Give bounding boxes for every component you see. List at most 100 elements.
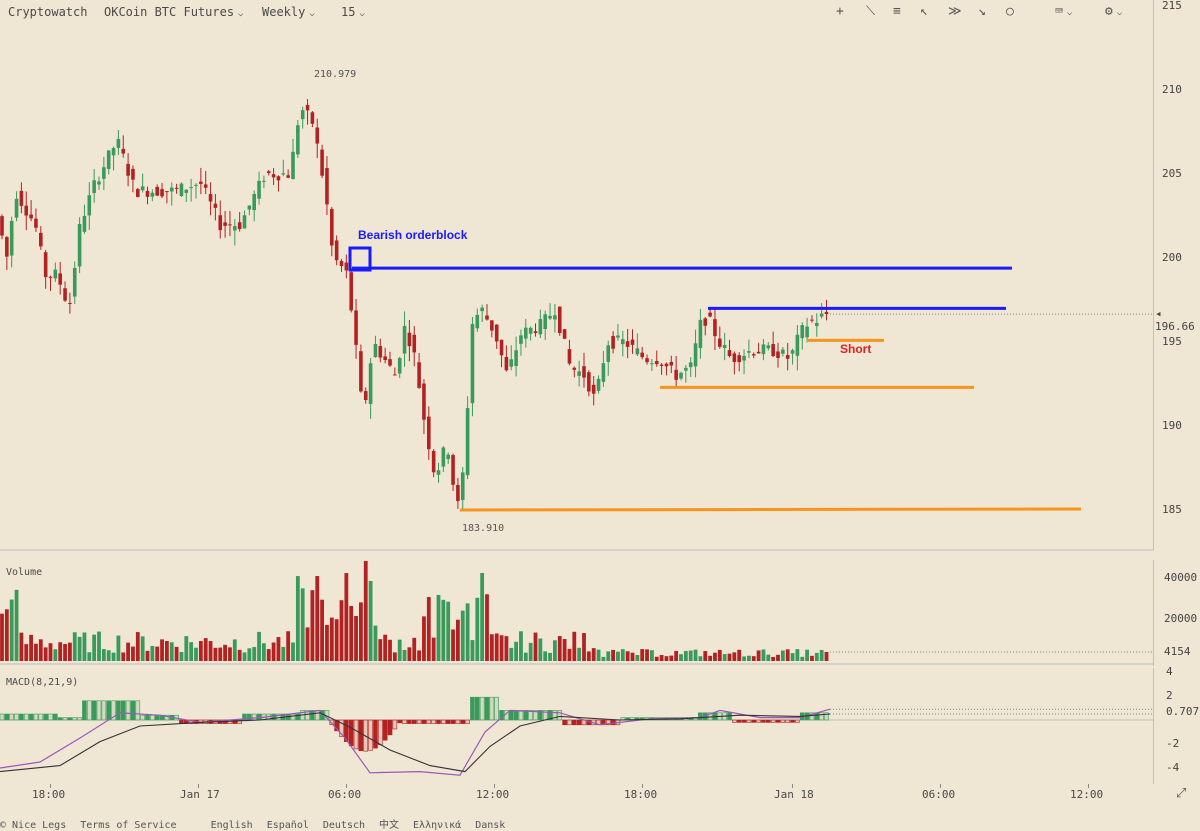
macd-histogram-bar (57, 717, 63, 721)
candle-body (354, 310, 358, 345)
horizontal-lines-tool-icon[interactable]: ≡ (893, 4, 901, 19)
candle-body (504, 356, 509, 371)
candle-body (9, 220, 14, 256)
volume-bar (509, 647, 514, 661)
candle-body (567, 349, 572, 364)
macd-histogram-bar (421, 719, 427, 724)
macd-histogram-bar (334, 719, 339, 732)
candle-body (538, 319, 543, 335)
time-axis-tick: 12:00 (1070, 788, 1104, 801)
macd-histogram-bar (756, 719, 761, 723)
candle-body (339, 260, 344, 266)
volume-bar (383, 634, 388, 661)
price-chart[interactable] (0, 0, 1154, 560)
footer-link[interactable]: © Nice Legs (0, 820, 67, 831)
macd-chart[interactable] (0, 668, 1154, 784)
candle-body (625, 341, 630, 347)
high-price-label: 210.979 (314, 69, 357, 80)
volume-bar (14, 589, 19, 661)
volume-bar (198, 641, 203, 661)
volume-bar (4, 609, 9, 661)
volume-chart[interactable] (0, 560, 1154, 666)
candle-body (543, 314, 547, 330)
candle-body (708, 312, 712, 317)
macd-histogram-bar (460, 719, 466, 724)
volume-bar (208, 641, 213, 661)
time-axis-tick: Jan 18 (774, 788, 814, 801)
macd-histogram-bar (736, 719, 742, 723)
volume-bar (747, 655, 751, 661)
fib-fan-tool-icon[interactable]: ↖ (920, 4, 928, 19)
candle-body (106, 150, 111, 169)
macd-histogram-bar (145, 714, 150, 721)
volume-bar (19, 632, 24, 661)
footer-link[interactable]: Ελληνικά (413, 820, 462, 831)
market-selector[interactable]: OKCoin BTC Futures ⌵ (104, 5, 243, 19)
footer-link[interactable]: English (210, 820, 253, 831)
volume-bar (582, 633, 586, 661)
line-tool-icon[interactable]: ⟍ (866, 4, 876, 19)
macd-histogram-bar (111, 700, 116, 721)
macd-histogram-bar (305, 710, 310, 721)
footer-link[interactable]: Terms of Service (80, 820, 177, 831)
volume-bar (407, 647, 412, 661)
arrow-tool-icon[interactable]: ↘ (978, 4, 986, 19)
candle-body (427, 416, 431, 450)
volume-bar (596, 649, 601, 661)
period-selector[interactable]: Weekly ⌵ (262, 5, 315, 19)
volume-bar (29, 634, 33, 661)
candle-body (703, 318, 708, 326)
circle-tool-icon[interactable]: ○ (1006, 4, 1014, 19)
volume-bar (223, 644, 227, 661)
candle-body (179, 183, 184, 196)
candle-body (5, 237, 9, 257)
volume-bar (795, 649, 800, 661)
candle-body (262, 180, 266, 182)
candle-body (480, 307, 484, 312)
candle-body (524, 327, 528, 339)
volume-bar (368, 581, 373, 661)
macd-histogram-bar (494, 696, 500, 721)
time-axis-tick: 18:00 (32, 788, 66, 801)
volume-bar (218, 647, 223, 661)
candle-body (499, 339, 504, 356)
macd-histogram-bar (571, 719, 577, 726)
macd-histogram-bar (154, 714, 160, 721)
macd-histogram-bar (775, 719, 781, 723)
macd-histogram-bar (373, 719, 378, 749)
volume-bar (800, 656, 805, 661)
footer-link[interactable]: Español (266, 820, 309, 831)
candle-body (718, 338, 722, 347)
brand-label[interactable]: Cryptowatch (8, 5, 88, 19)
expand-icon[interactable]: ⤢ (1176, 786, 1187, 801)
volume-bar (645, 649, 649, 661)
candle-body (320, 149, 324, 176)
keyboard-icon[interactable]: ⌨ ⌵ (1055, 4, 1073, 19)
macd-panel-title: MACD(8,21,9) (6, 677, 79, 688)
candle-body (562, 329, 567, 339)
crosshair-tool-icon[interactable]: + (836, 4, 844, 19)
candle-body (674, 369, 678, 380)
footer-link[interactable]: 中文 (379, 820, 400, 831)
candle-body (296, 125, 300, 155)
macd-histogram-bar (116, 700, 121, 721)
macd-histogram-bar (48, 713, 53, 721)
macd-histogram-bar (353, 719, 359, 750)
volume-bar (494, 633, 499, 661)
macd-histogram-bar (339, 719, 344, 737)
candle-body (446, 454, 450, 460)
volume-bar (97, 631, 101, 661)
macd-histogram-bar (140, 714, 145, 721)
interval-selector[interactable]: 15 ⌵ (341, 5, 365, 19)
volume-bar (669, 655, 674, 661)
macd-histogram-bar (484, 696, 490, 721)
volume-bar (228, 647, 232, 661)
footer-link[interactable]: Deutsch (322, 820, 366, 831)
settings-gear-icon[interactable]: ⚙ ⌵ (1105, 4, 1123, 19)
volume-bar (451, 629, 455, 661)
candle-body (732, 353, 737, 363)
candle-body (43, 252, 48, 278)
footer-link[interactable]: Dansk (475, 820, 506, 831)
gann-fan-tool-icon[interactable]: ≫ (948, 4, 962, 19)
bearish-orderblock-annotation: Bearish orderblock (358, 228, 468, 242)
